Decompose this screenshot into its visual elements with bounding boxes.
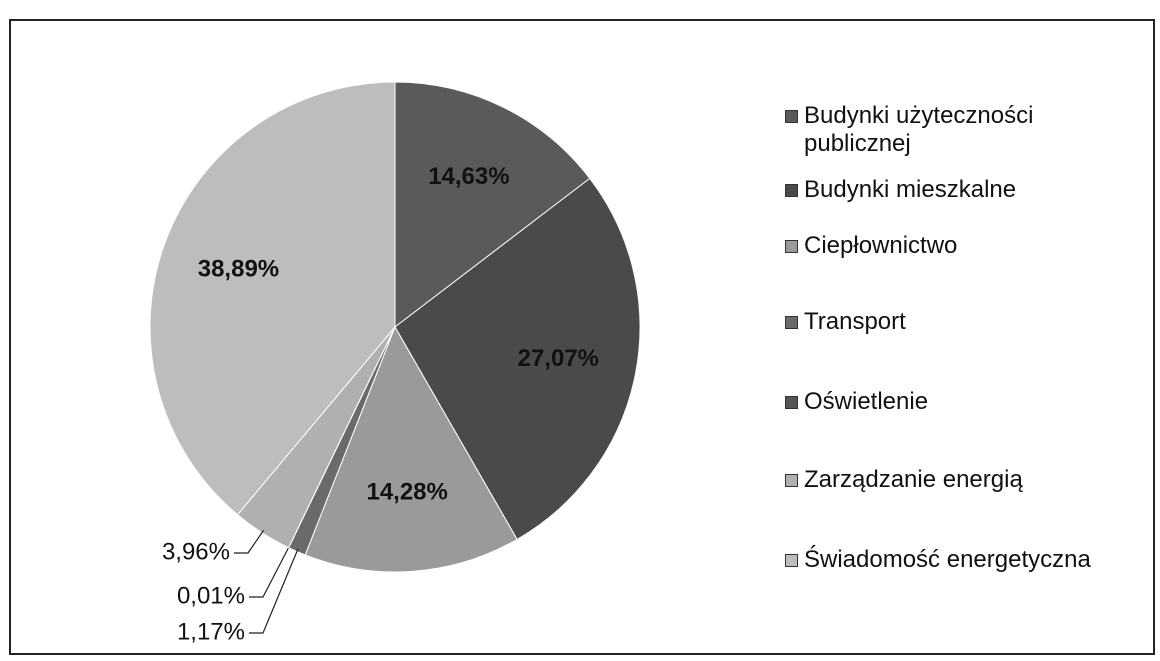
- legend-swatch: [785, 396, 798, 409]
- legend-label: Budynki mieszkalne: [804, 176, 1017, 203]
- legend-swatch: [785, 316, 798, 329]
- legend-label: Ciepłownictwo: [804, 232, 958, 259]
- data-label: 27,07%: [518, 345, 599, 372]
- legend-entry: Budynki mieszkalne: [785, 176, 1135, 204]
- data-label: 3,96%: [162, 538, 230, 565]
- legend-swatch: [785, 474, 798, 487]
- leader-line: [249, 544, 291, 598]
- pie-slice: [394, 177, 641, 541]
- pie-slice: [304, 325, 518, 573]
- pie-slice: [394, 81, 591, 329]
- legend-label: Świadomość energetyczna: [804, 546, 1091, 573]
- legend-entry: Budynki użyteczności publicznej: [785, 102, 1135, 158]
- legend-entry: Świadomość energetyczna: [785, 546, 1135, 574]
- legend-label: Oświetlenie: [804, 388, 929, 415]
- chart-border: [9, 19, 1155, 655]
- data-label: 14,63%: [428, 163, 509, 190]
- legend-label: Zarządzanie energią: [804, 466, 1023, 493]
- pie-slice: [149, 81, 396, 516]
- legend-swatch: [785, 240, 798, 253]
- legend-entry: Transport: [785, 308, 1135, 336]
- leader-line: [249, 548, 299, 634]
- data-label: 38,89%: [198, 255, 279, 282]
- legend-swatch: [785, 554, 798, 567]
- data-label: 14,28%: [366, 478, 447, 505]
- legend-entry: Zarządzanie energią: [785, 466, 1135, 494]
- data-label: 0,01%: [177, 582, 245, 609]
- legend-label: Transport: [804, 308, 906, 335]
- legend-entry: Ciepłownictwo: [785, 232, 1135, 260]
- data-label: 1,17%: [177, 618, 245, 645]
- legend-swatch: [785, 184, 798, 197]
- legend-entry: Oświetlenie: [785, 388, 1135, 416]
- leader-line: [234, 529, 265, 554]
- legend-label: Budynki użyteczności publicznej: [804, 102, 1034, 157]
- legend-swatch: [785, 110, 798, 123]
